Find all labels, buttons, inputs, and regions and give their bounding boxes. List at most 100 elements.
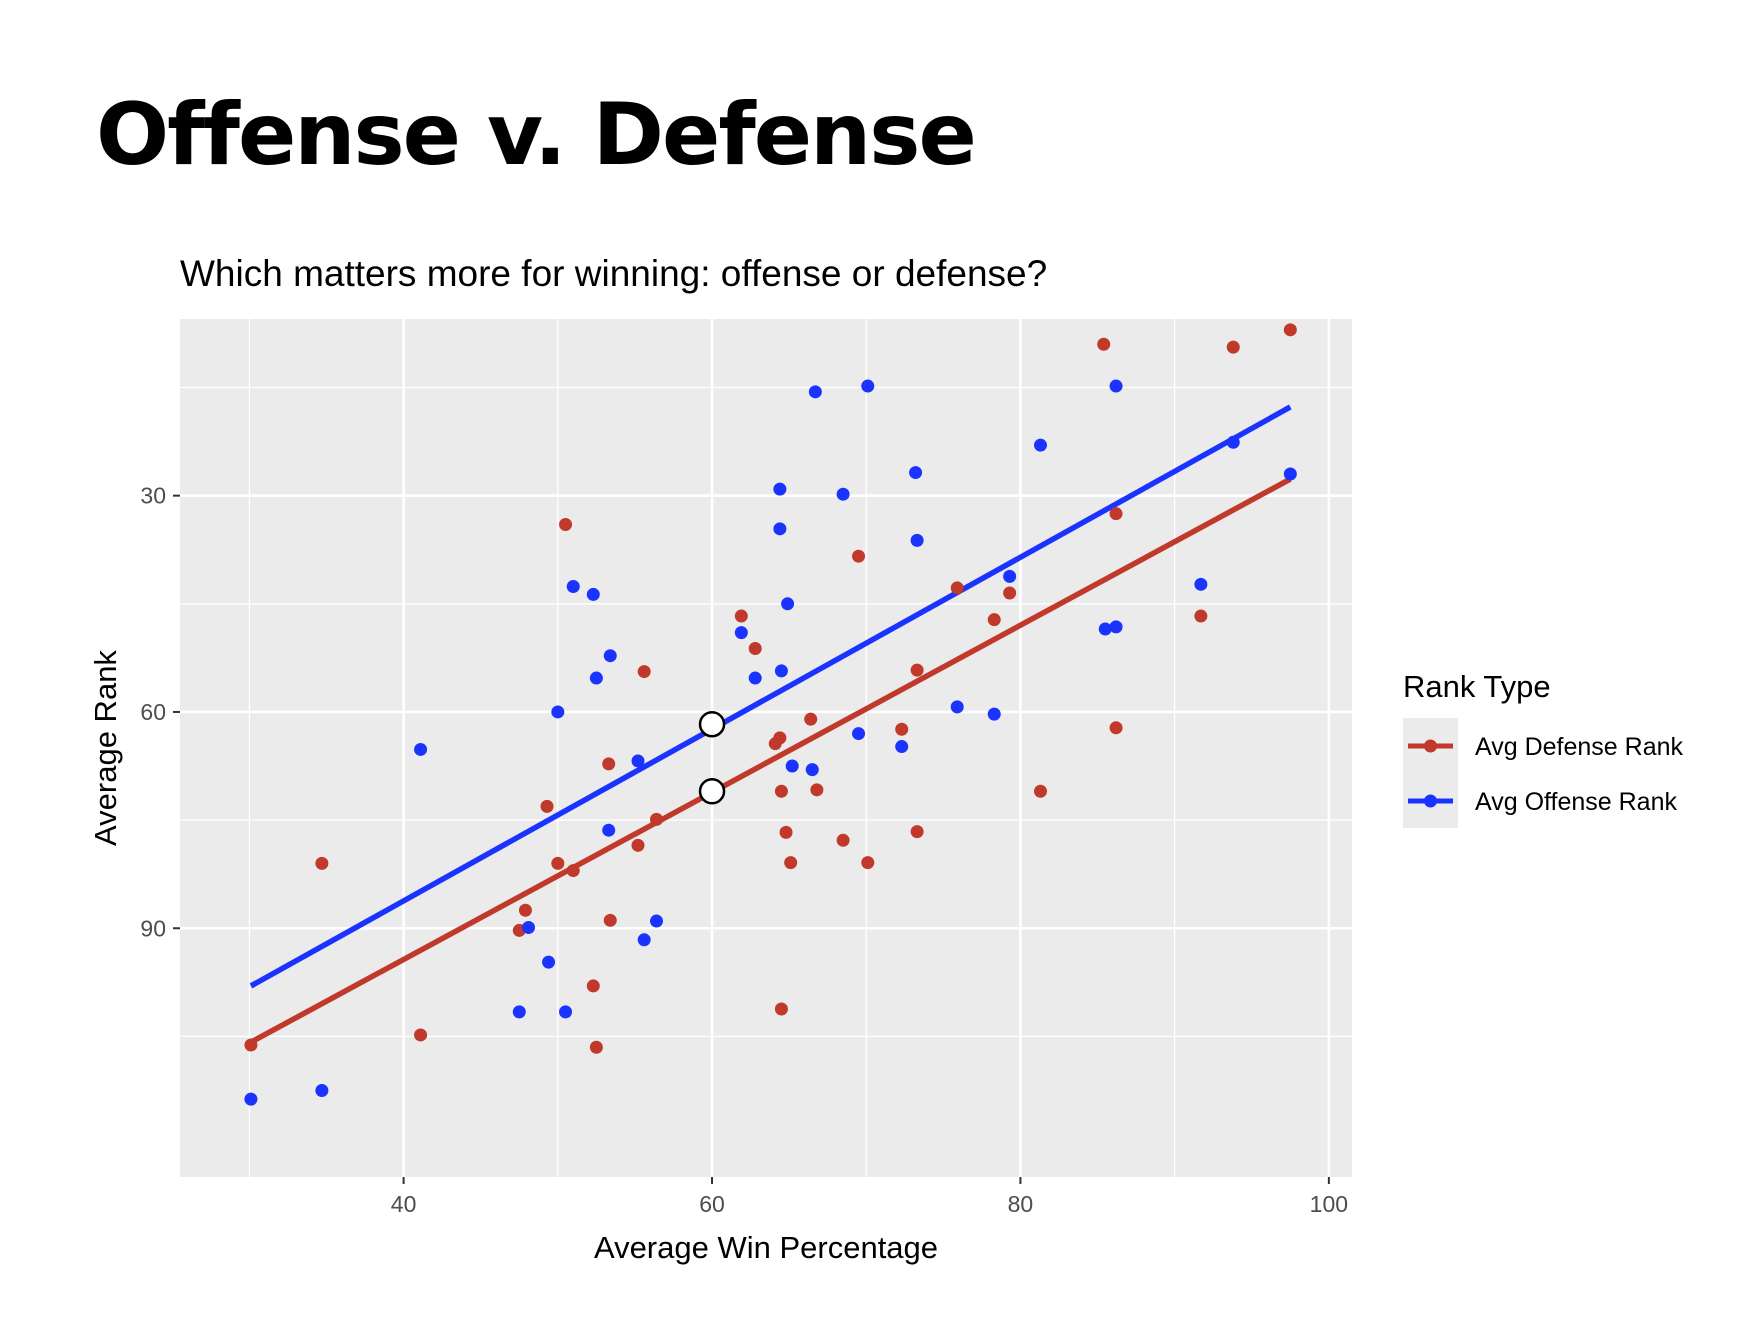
data-point (244, 1038, 258, 1052)
data-point (512, 1005, 526, 1019)
data-point (910, 825, 924, 839)
data-point (836, 833, 850, 847)
highlight-point (698, 778, 726, 805)
data-point (559, 517, 573, 531)
data-point (589, 1040, 603, 1054)
data-point (808, 385, 822, 399)
y-axis-title: Average Rank (88, 650, 123, 846)
data-point (602, 757, 616, 771)
data-point (805, 763, 819, 777)
data-point (734, 626, 748, 640)
data-point (1109, 379, 1123, 393)
legend-label: Avg Offense Rank (1475, 788, 1677, 816)
y-tick-label: 60 (140, 699, 166, 725)
data-point (540, 799, 554, 813)
data-point (804, 712, 818, 726)
data-point (909, 466, 923, 480)
data-point (1283, 467, 1297, 481)
data-point (861, 379, 875, 393)
highlight-points (698, 710, 726, 805)
data-point (637, 933, 651, 947)
data-point (542, 955, 556, 969)
data-point (784, 856, 798, 870)
data-point (1033, 784, 1047, 798)
y-tick-label: 30 (140, 483, 166, 509)
data-point (773, 522, 787, 536)
data-point (774, 1002, 788, 1016)
data-point (950, 700, 964, 714)
trend-line (249, 404, 1292, 989)
data-point (566, 579, 580, 593)
data-point (602, 823, 616, 837)
data-point (1003, 569, 1017, 583)
slide-title: Offense v. Defense (96, 85, 977, 185)
legend-key-point (1424, 739, 1437, 753)
data-point (244, 1092, 258, 1106)
data-point (910, 533, 924, 547)
legend-items: Avg Defense Rank Avg Offense Rank (1408, 733, 1683, 816)
data-point (518, 903, 532, 917)
data-point (589, 671, 603, 685)
x-tick-label: 80 (1008, 1191, 1034, 1217)
data-point (734, 609, 748, 623)
highlight-point (698, 710, 726, 738)
data-point (603, 649, 617, 663)
legend: Rank Type Avg Defense Rank Avg Offense Ra… (1403, 669, 1683, 828)
data-point (1098, 622, 1112, 636)
data-point (551, 856, 565, 870)
data-point (852, 549, 866, 563)
data-point (414, 1028, 428, 1042)
data-point (1194, 609, 1208, 623)
data-point (1226, 435, 1240, 449)
data-point (895, 722, 909, 736)
legend-key-background (1403, 718, 1458, 828)
legend-label: Avg Defense Rank (1475, 733, 1683, 761)
data-point (631, 754, 645, 768)
minor-gridlines (180, 319, 1352, 1177)
x-tick-label: 100 (1310, 1191, 1348, 1217)
x-tick-label: 60 (699, 1191, 725, 1217)
data-point (650, 914, 664, 928)
data-point (586, 587, 600, 601)
legend-title: Rank Type (1403, 669, 1551, 704)
data-point (910, 663, 924, 677)
data-point (1226, 340, 1240, 354)
data-point (1109, 620, 1123, 634)
data-point (950, 581, 964, 595)
plot-panel (180, 319, 1352, 1177)
data-point (586, 979, 600, 993)
y-tick-label: 90 (140, 915, 166, 941)
data-point (987, 707, 1001, 721)
trend-lines (249, 404, 1292, 1045)
data-point (522, 921, 536, 935)
data-point (1033, 438, 1047, 452)
data-point (1283, 323, 1297, 337)
x-tick-label: 40 (391, 1191, 417, 1217)
data-point (748, 642, 762, 656)
data-point (748, 671, 762, 685)
data-point (650, 812, 664, 826)
data-point (861, 856, 875, 870)
x-axis-title: Average Win Percentage (594, 1230, 938, 1265)
data-point (987, 613, 1001, 627)
data-point (1194, 577, 1208, 591)
data-point (774, 664, 788, 678)
data-points (244, 323, 1297, 1106)
data-point (603, 913, 617, 927)
data-point (779, 825, 793, 839)
legend-key-point (1424, 794, 1437, 808)
data-point (315, 856, 329, 870)
data-point (1109, 507, 1123, 521)
data-point (810, 783, 824, 797)
trend-line (249, 476, 1292, 1045)
data-point (551, 705, 565, 719)
chart-title: Which matters more for winning: offense … (180, 253, 1047, 294)
data-point (781, 597, 795, 611)
data-point (1097, 337, 1111, 351)
data-point (773, 731, 787, 745)
axes: 40 60 80 100 30 60 90 (140, 483, 1348, 1217)
data-point (785, 759, 799, 773)
data-point (852, 727, 866, 741)
data-point (414, 742, 428, 756)
data-point (637, 665, 651, 679)
